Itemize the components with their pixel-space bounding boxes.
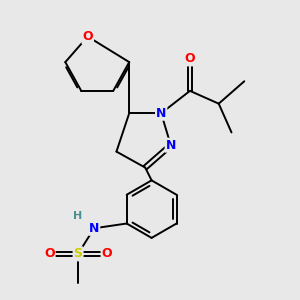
Text: N: N [166,139,176,152]
Text: O: O [184,52,195,65]
Text: N: N [156,107,166,120]
Text: O: O [82,30,93,43]
Text: H: H [74,211,83,220]
Text: N: N [89,222,99,235]
Text: S: S [74,248,82,260]
Text: O: O [101,248,112,260]
Text: O: O [44,248,55,260]
